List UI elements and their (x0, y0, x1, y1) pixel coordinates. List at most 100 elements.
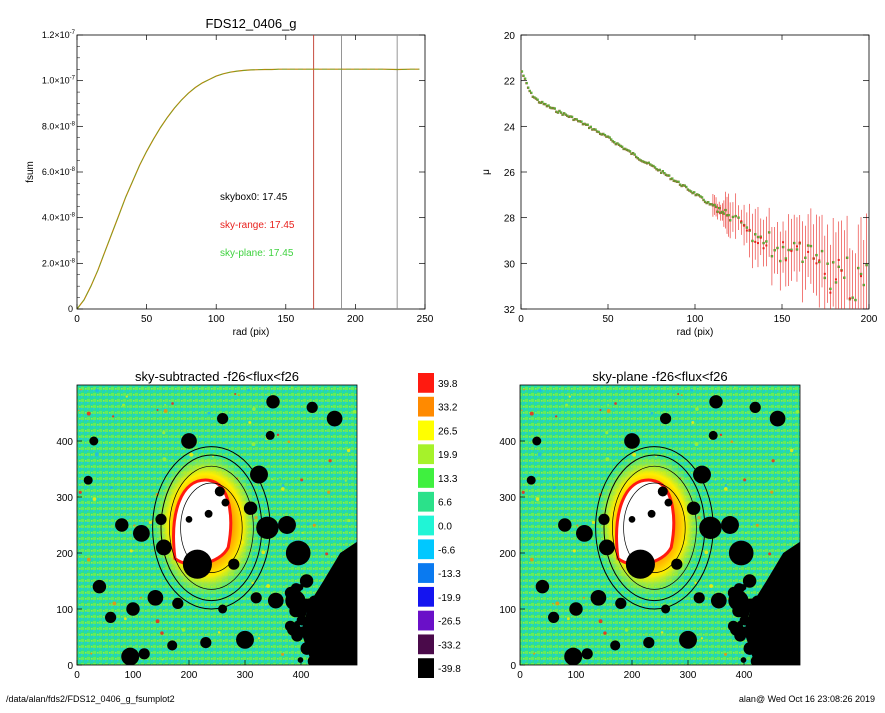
annotation-sky-plane: sky-plane: 17.45 (220, 248, 294, 259)
noise-speck (605, 457, 610, 462)
fsum-y-tick-label: 4.0×10-8 (42, 213, 76, 223)
mu-y-tick-label: 20 (504, 31, 516, 42)
masked-source (576, 525, 593, 542)
colorbar-swatch (418, 563, 434, 583)
masked-source (739, 626, 750, 637)
masked-source (709, 395, 723, 409)
noise-speck (704, 550, 709, 555)
colorbar-label: -39.8 (438, 664, 461, 675)
mu-point-sky-plane (838, 265, 840, 268)
image-x-tick-label: 100 (125, 670, 142, 681)
mu-point-sky-plane (746, 226, 749, 229)
masked-source (758, 628, 769, 638)
masked-source (671, 558, 683, 570)
noise-speck (325, 552, 329, 556)
aperture-ellipse-0 (152, 446, 271, 610)
mu-point-sky-plane (810, 245, 813, 247)
colorbar-label: 39.8 (438, 379, 458, 390)
mu-point-sky-range (848, 297, 851, 300)
mu-point-sky-plane (701, 196, 704, 199)
noise-speck (247, 388, 251, 392)
fsum-plot-frame (76, 34, 426, 310)
noise-speck (538, 388, 542, 393)
noise-speck (139, 596, 142, 599)
image-y-tick-label: 200 (56, 549, 73, 560)
masked-source (569, 602, 583, 616)
noise-speck (271, 478, 274, 481)
mu-point-sky-plane (662, 170, 665, 172)
masked-source (182, 549, 212, 579)
masked-source (625, 549, 655, 579)
mu-point-sky-plane (527, 86, 530, 89)
noise-speck (352, 409, 357, 414)
noise-speck (90, 652, 93, 655)
mu-point-sky-plane (790, 248, 793, 251)
image-x-tick-label: 0 (517, 670, 523, 681)
mu-x-tick-label: 50 (602, 314, 614, 325)
masked-source (710, 592, 727, 609)
mu-point-sky-plane (802, 260, 804, 263)
noise-speck (279, 478, 282, 481)
noise-speck (95, 388, 99, 393)
mu-point-sky-plane (752, 240, 754, 242)
mu-point-sky-range (765, 244, 768, 247)
mu-point-sky-plane (821, 250, 824, 252)
mu-point-sky-plane (598, 131, 600, 133)
colorbar-label: 33.2 (438, 403, 458, 414)
masked-source (105, 611, 117, 624)
mu-point-sky-range (823, 272, 826, 275)
fsum-aperture-lines (313, 35, 398, 309)
masked-source (564, 647, 583, 665)
masked-source (610, 640, 621, 651)
masked-source (693, 592, 705, 604)
sky-plane-image (520, 385, 800, 665)
mu-point-sky-range (859, 275, 862, 278)
masked-source (256, 516, 279, 539)
noise-speck (709, 584, 714, 588)
mu-point-sky-range (759, 236, 762, 239)
masked-source (267, 592, 284, 609)
sky-subtracted-frame (76, 384, 358, 666)
masked-source (749, 644, 757, 651)
sky-subtracted-x-ticks: 0 100 200 300 400 (74, 660, 310, 681)
noise-speck (537, 452, 542, 457)
mu-point-sky-plane (740, 221, 743, 224)
fsum-y-tick-label: 0 (68, 304, 73, 314)
mu-point-sky-range (795, 245, 798, 248)
masked-source (181, 433, 197, 449)
mu-point-sky-plane (560, 111, 563, 114)
noise-speck (744, 531, 747, 534)
image-x-tick-label: 400 (293, 670, 310, 681)
aperture-ellipse-3 (180, 482, 243, 573)
masked-source (133, 525, 150, 542)
colorbar-label: -26.5 (438, 617, 461, 628)
masked-source (89, 436, 99, 446)
masked-source (721, 516, 739, 534)
noise-speck (624, 628, 629, 632)
noise-speck (614, 402, 617, 405)
noise-speck (724, 484, 728, 487)
masked-source (769, 410, 786, 427)
fsum-series (76, 68, 420, 310)
noise-speck (694, 442, 699, 447)
noise-speck (521, 409, 523, 412)
noise-speck (755, 523, 759, 527)
masked-source (679, 630, 697, 649)
image-x-tick-label: 300 (237, 670, 254, 681)
mu-point-sky-plane (690, 190, 693, 193)
fsum-y-tick-label: 2.0×10-8 (42, 258, 76, 268)
masked-source (296, 626, 307, 637)
noise-speck (346, 448, 351, 453)
masked-source (250, 592, 262, 604)
mu-point-sky-plane (718, 207, 721, 209)
mu-point-sky-plane (725, 209, 727, 211)
noise-speck (733, 386, 736, 389)
masked-source (628, 516, 636, 523)
image-x-tick-label: 300 (680, 670, 697, 681)
mu-point-sky-plane (723, 212, 726, 215)
mu-point-sky-range (740, 220, 743, 223)
masked-source (558, 518, 572, 532)
masked-source (285, 540, 311, 566)
mu-point-sky-plane (793, 242, 796, 244)
noise-speck (591, 520, 596, 525)
